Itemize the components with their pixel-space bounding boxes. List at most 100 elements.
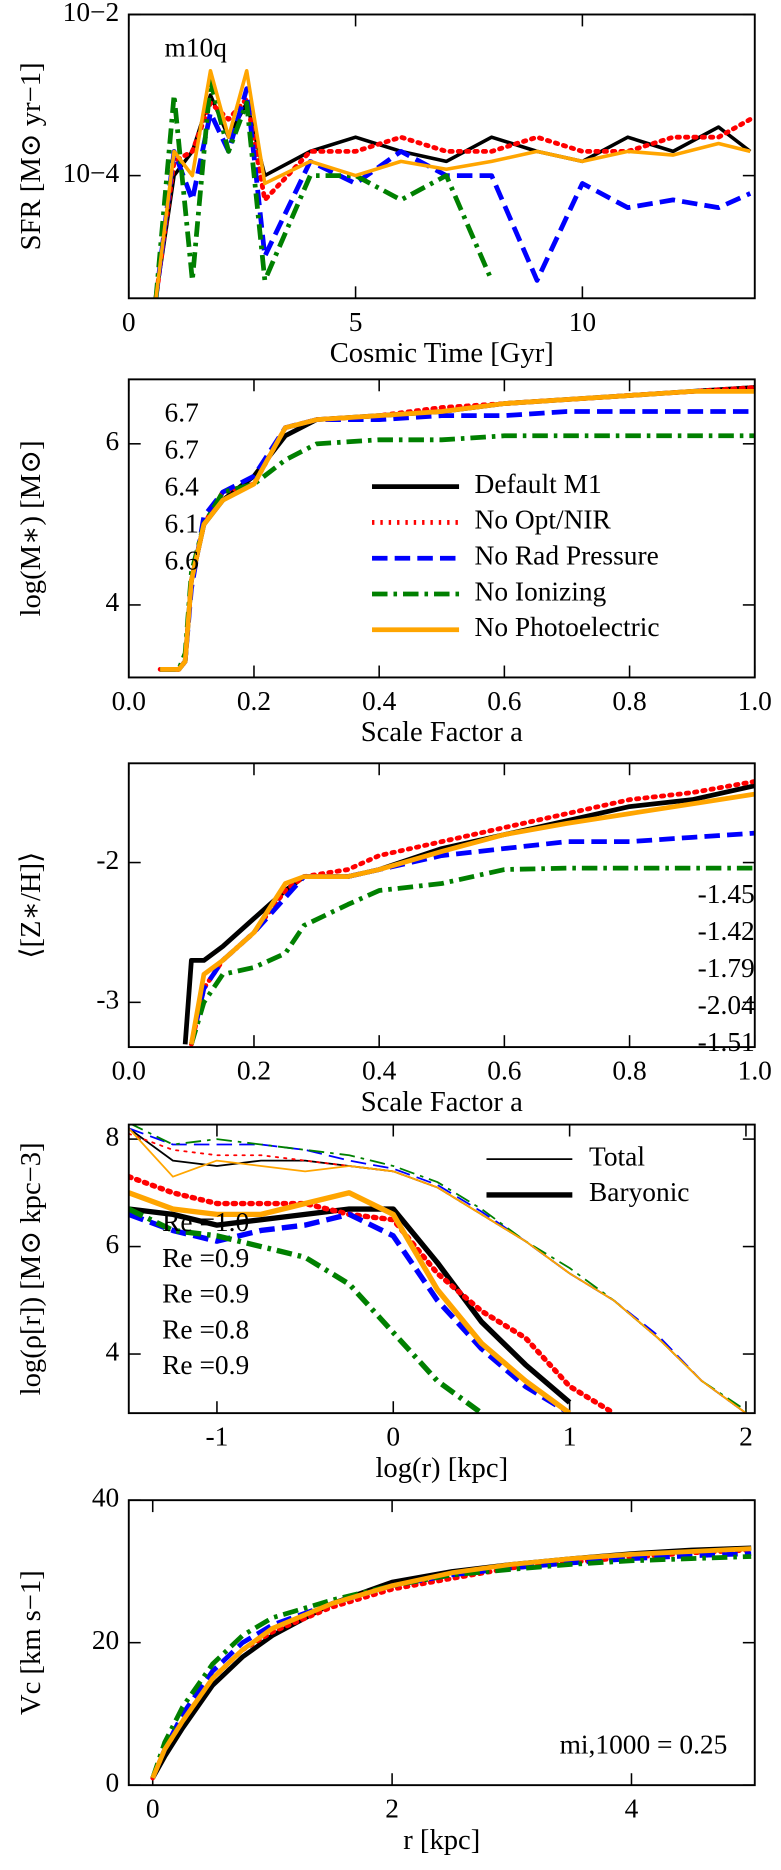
- annotation: 6.7: [165, 434, 199, 464]
- x-tick-label: 0.2: [237, 686, 271, 716]
- axes-frame: [127, 1123, 756, 1415]
- line-series: [128, 1127, 747, 1414]
- annotation: -1.45: [698, 879, 755, 909]
- line-series: [128, 1174, 617, 1414]
- x-tick-label: 0.4: [362, 686, 397, 716]
- x-tick-label: 1.0: [738, 1056, 772, 1086]
- x-tick-label: 0: [122, 307, 136, 337]
- annotation: Re =0.8: [162, 1314, 249, 1344]
- y-tick-label: 4: [106, 1336, 120, 1366]
- line-series: [153, 86, 752, 299]
- x-axis-label: Scale Factor a: [361, 717, 523, 748]
- plot-area: [182, 779, 755, 1047]
- axes-frame: [127, 1499, 756, 1787]
- legend-label: Baryonic: [589, 1177, 689, 1207]
- y-axis-label: log(M∗) [M⊙]: [16, 440, 47, 616]
- annotation: 6.6: [165, 545, 199, 575]
- annotation: -1.51: [698, 1027, 755, 1057]
- line-series: [157, 385, 755, 672]
- x-tick-label: 1.0: [738, 686, 772, 716]
- x-tick-label: -1: [206, 1422, 229, 1452]
- y-tick-label: 6: [106, 426, 120, 456]
- line-series: [153, 96, 753, 299]
- annotation: m10q: [165, 33, 228, 63]
- line-series: [182, 783, 755, 1045]
- x-tick-label: 5: [349, 307, 363, 337]
- annotation: Re =0.9: [162, 1350, 249, 1380]
- y-tick-label: 0: [106, 1767, 120, 1797]
- x-axis-label: Scale Factor a: [361, 1087, 523, 1118]
- legend-label: No Rad Pressure: [475, 541, 659, 571]
- annotation: 6.7: [165, 397, 199, 427]
- x-tick-label: 0.8: [612, 686, 646, 716]
- x-axis-label: log(r) [kpc]: [375, 1453, 508, 1484]
- axes-frame: [127, 762, 756, 1049]
- plot-area: [150, 1545, 754, 1781]
- line-series: [150, 1546, 752, 1779]
- line-series: [160, 385, 755, 672]
- x-tick-label: 0: [386, 1422, 400, 1452]
- axes-frame: [127, 13, 756, 300]
- y-tick-label: 6: [106, 1229, 120, 1259]
- legend-label: No Opt/NIR: [475, 505, 612, 535]
- y-tick-label: 10−2: [63, 0, 120, 27]
- line-series: [128, 1211, 571, 1414]
- line-series: [154, 68, 751, 299]
- x-tick-label: 0: [146, 1794, 160, 1824]
- y-tick-label: 20: [92, 1625, 119, 1655]
- line-series: [128, 1206, 484, 1414]
- x-tick-label: 0.6: [487, 686, 521, 716]
- annotation: 6.4: [165, 471, 200, 501]
- line-series: [189, 865, 755, 1046]
- plot-area: [128, 1124, 747, 1414]
- x-tick-label: 4: [625, 1794, 639, 1824]
- x-tick-label: 0.8: [612, 1056, 646, 1086]
- annotation: mi,1000 = 0.25: [560, 1729, 728, 1759]
- annotation: Re =1.0: [162, 1207, 249, 1237]
- y-axis-label: ⟨[Z∗/H]⟩: [16, 852, 47, 959]
- axes-frame: [127, 378, 756, 679]
- line-series: [128, 1190, 572, 1414]
- annotation: Re =0.9: [162, 1243, 249, 1273]
- y-axis-label: SFR [M⊙ yr−1]: [16, 62, 47, 250]
- line-series: [188, 779, 755, 1047]
- y-tick-label: -2: [96, 845, 119, 875]
- plot-area: [157, 385, 755, 672]
- x-axis-label: Cosmic Time [Gyr]: [330, 338, 554, 369]
- y-axis-label: log(ρ[r]) [M⊙ kpc−3]: [16, 1142, 47, 1395]
- x-tick-label: 2: [739, 1422, 753, 1452]
- line-series: [189, 830, 755, 1045]
- y-tick-label: 10−4: [63, 158, 120, 188]
- line-series: [189, 791, 755, 1045]
- y-axis-label: Vc [km s−1]: [16, 1570, 47, 1715]
- y-tick-label: -3: [96, 985, 119, 1015]
- line-series: [160, 389, 755, 672]
- x-tick-label: 10: [569, 307, 596, 337]
- x-tick-label: 0.0: [112, 686, 146, 716]
- line-series: [128, 1127, 747, 1414]
- annotation: -2.04: [698, 990, 755, 1020]
- x-tick-label: 0.0: [112, 1056, 146, 1086]
- annotation: 6.1: [165, 508, 199, 538]
- x-tick-label: 1: [563, 1422, 577, 1452]
- line-series: [160, 409, 755, 672]
- line-series: [128, 1206, 572, 1405]
- legend-label: No Ionizing: [475, 576, 607, 606]
- annotation: -1.79: [698, 953, 755, 983]
- annotation: -1.42: [698, 916, 755, 946]
- legend-label: No Photoelectric: [475, 612, 660, 642]
- x-tick-label: 0.2: [237, 1056, 271, 1086]
- x-tick-label: 0.4: [362, 1056, 397, 1086]
- line-series: [160, 433, 755, 672]
- annotation: Re =0.9: [162, 1279, 249, 1309]
- plot-area: [153, 68, 753, 299]
- legend-label: Total: [589, 1141, 645, 1171]
- x-tick-label: 0.6: [487, 1056, 521, 1086]
- y-tick-label: 8: [106, 1121, 120, 1151]
- legend-label: Default M1: [475, 469, 602, 499]
- line-series: [150, 1554, 752, 1779]
- y-tick-label: 40: [92, 1482, 119, 1512]
- y-tick-label: 4: [106, 587, 120, 617]
- x-axis-label: r [kpc]: [403, 1825, 480, 1856]
